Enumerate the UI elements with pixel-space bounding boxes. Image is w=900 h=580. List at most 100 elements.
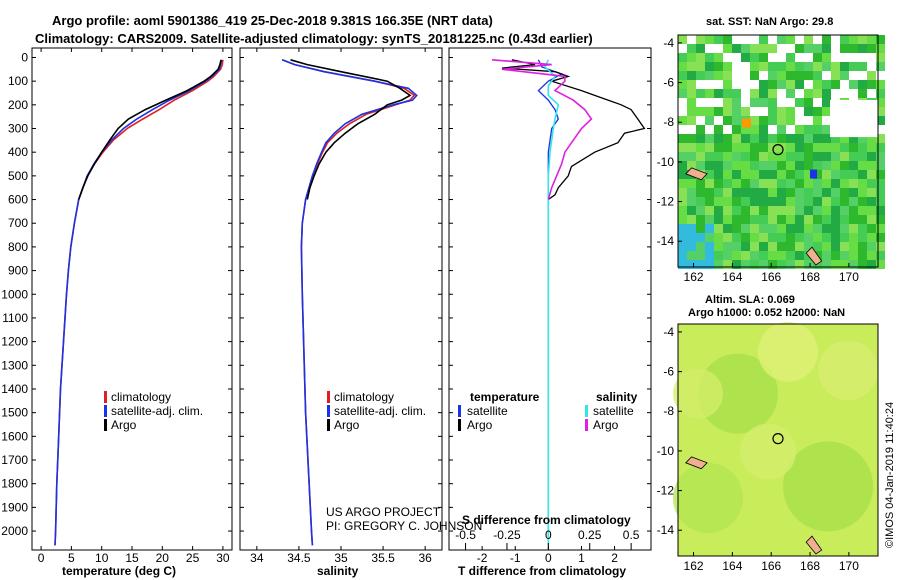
sst-cell	[804, 143, 813, 152]
salinity-legend: climatology satellite-adj. clim. Argo	[327, 390, 426, 432]
sst-cell	[813, 44, 822, 53]
sst-cell	[750, 233, 759, 242]
sst-cell	[777, 35, 786, 44]
sst-cell	[705, 170, 714, 179]
sst-cell	[867, 215, 876, 224]
sst-cell	[876, 134, 885, 143]
sst-cell	[786, 71, 795, 80]
sst-cell	[858, 71, 867, 80]
sst-cell	[777, 98, 786, 107]
sst-cell	[759, 35, 768, 44]
sst-cell	[741, 71, 750, 80]
sst-cell	[876, 116, 885, 125]
sst-cell	[867, 35, 876, 44]
sst-cell	[786, 179, 795, 188]
sst-cell	[876, 206, 885, 215]
sst-cell	[759, 260, 768, 269]
sst-cell	[768, 62, 777, 71]
sst-map-title: sat. SST: NaN Argo: 29.8	[706, 16, 833, 28]
sst-cell	[867, 53, 876, 62]
sst-cell	[867, 161, 876, 170]
sst-cell	[831, 53, 840, 62]
sst-cell	[858, 260, 867, 269]
sst-cell	[786, 98, 795, 107]
sst-cell	[696, 71, 705, 80]
sst-cell	[723, 125, 732, 134]
sst-cell	[723, 188, 732, 197]
sst-cell	[714, 233, 723, 242]
sst-cell	[849, 143, 858, 152]
sst-cell	[831, 161, 840, 170]
float-position-marker	[772, 144, 784, 156]
sst-cell	[705, 215, 714, 224]
depth-tick-label: 100	[8, 74, 28, 88]
sst-cell	[795, 89, 804, 98]
x-tick-label: 34	[250, 551, 264, 565]
sst-cell	[867, 62, 876, 71]
sst-cell	[840, 170, 849, 179]
sst-cell	[687, 206, 696, 215]
sst-cell	[858, 233, 867, 242]
sst-cell	[876, 242, 885, 251]
difference-panel-frame	[448, 47, 652, 551]
sst-cell	[714, 125, 723, 134]
sst-cell	[867, 206, 876, 215]
sst-cell	[732, 134, 741, 143]
series-satellite-adj-clim-	[281, 59, 418, 546]
series-s-satellite	[544, 59, 560, 546]
sst-cell	[795, 53, 804, 62]
sst-cell	[696, 125, 705, 134]
sst-cell	[705, 71, 714, 80]
sst-cell	[777, 251, 786, 260]
legend-header-temperature: temperature	[470, 390, 540, 404]
sst-cell	[705, 116, 714, 125]
sst-cell	[822, 260, 831, 269]
sst-cell	[714, 188, 723, 197]
sst-cell	[732, 179, 741, 188]
sst-cell	[759, 206, 768, 215]
sst-cell	[759, 98, 768, 107]
sst-cell	[786, 134, 795, 143]
sst-nodata	[830, 99, 878, 138]
depth-tick-label: 1200	[1, 335, 28, 349]
sst-cell	[804, 233, 813, 242]
sst-cell	[687, 197, 696, 206]
sst-cell	[822, 71, 831, 80]
sst-cell	[867, 197, 876, 206]
sst-cell	[777, 206, 786, 215]
legend-label-t-satellite: satellite	[467, 404, 508, 418]
sst-cell	[705, 206, 714, 215]
sst-cell	[831, 206, 840, 215]
sst-cell	[750, 143, 759, 152]
sst-cell	[750, 161, 759, 170]
sst-cell	[858, 62, 867, 71]
sst-cell	[795, 251, 804, 260]
sst-cell	[714, 197, 723, 206]
sst-cell	[849, 197, 858, 206]
sst-cell	[750, 125, 759, 134]
sst-cell	[831, 89, 840, 98]
sst-cell	[723, 62, 732, 71]
sst-cell	[714, 152, 723, 161]
sst-cell	[705, 152, 714, 161]
sst-cell	[732, 80, 741, 89]
sst-cell	[858, 206, 867, 215]
sst-cell	[732, 251, 741, 260]
sst-cell	[678, 179, 687, 188]
sst-cell	[705, 188, 714, 197]
sst-cell	[705, 134, 714, 143]
sst-cell	[849, 71, 858, 80]
sst-cell	[759, 224, 768, 233]
sst-cell	[822, 143, 831, 152]
sst-cell	[705, 224, 714, 233]
sst-cell	[849, 44, 858, 53]
sst-cell	[759, 71, 768, 80]
sst-cell	[876, 62, 885, 71]
map-y-tick-label: -6	[663, 365, 674, 379]
sla-map-title-1: Altim. SLA: 0.069	[705, 294, 795, 306]
sst-cell	[714, 242, 723, 251]
sst-cell	[705, 260, 714, 269]
sst-cell	[849, 134, 858, 143]
sst-cell	[750, 44, 759, 53]
legend-label-t-argo: Argo	[467, 418, 493, 432]
